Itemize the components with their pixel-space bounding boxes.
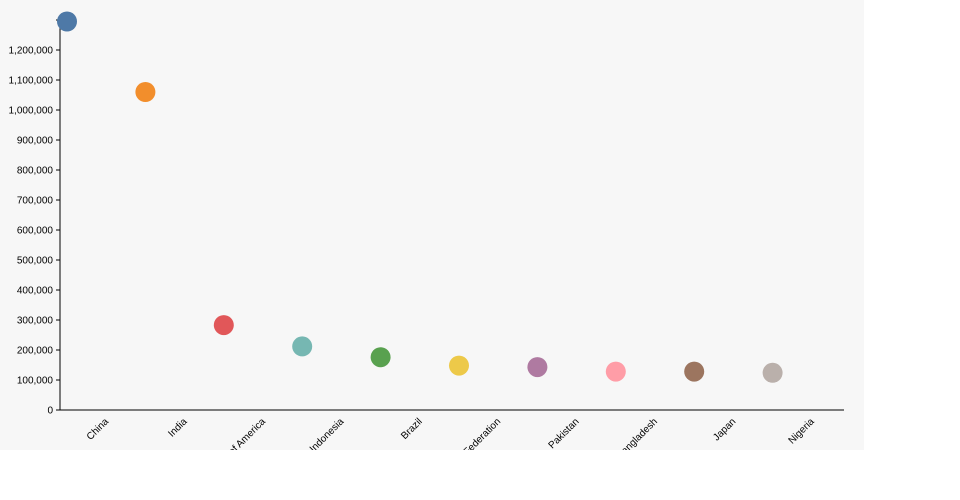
data-point[interactable] bbox=[370, 347, 391, 368]
data-point[interactable] bbox=[684, 361, 705, 382]
y-tick-label: 1,000,000 bbox=[9, 106, 54, 117]
x-tick-label: Japan bbox=[711, 416, 738, 443]
y-tick-label: 200,000 bbox=[17, 346, 54, 357]
y-tick-label: 900,000 bbox=[17, 136, 54, 147]
data-point[interactable] bbox=[57, 11, 77, 32]
y-tick-label: 800,000 bbox=[17, 166, 54, 177]
scatter-chart: 0 100,000 200,000 300,000 400,000 500,000 600,… bbox=[9, 11, 844, 450]
data-point[interactable] bbox=[135, 82, 156, 102]
x-tick-label: United States of America bbox=[182, 416, 268, 450]
data-point[interactable] bbox=[605, 361, 626, 382]
y-tick-label: 500,000 bbox=[17, 256, 54, 267]
data-point[interactable] bbox=[527, 357, 548, 378]
x-tick-label: Pakistan bbox=[547, 416, 582, 450]
y-axis: 0 100,000 200,000 300,000 400,000 500,000 600,… bbox=[9, 19, 61, 417]
x-tick-label: Brazil bbox=[399, 416, 424, 441]
data-point[interactable] bbox=[213, 315, 234, 336]
x-tick-label: India bbox=[166, 416, 189, 439]
x-axis: China IndiaUnited States of America Indone… bbox=[60, 409, 844, 450]
x-tick-label: Indonesia bbox=[308, 416, 347, 450]
x-tick-label: China bbox=[85, 416, 112, 443]
y-tick-label: 1,200,000 bbox=[9, 46, 54, 57]
y-tick-label: 300,000 bbox=[17, 316, 54, 327]
data-points bbox=[57, 11, 783, 383]
x-tick-label: Russian Federation bbox=[434, 416, 503, 450]
chart-panel: 0 100,000 200,000 300,000 400,000 500,000 600,… bbox=[8, 11, 844, 450]
data-point[interactable] bbox=[449, 355, 469, 376]
data-point[interactable] bbox=[762, 362, 783, 383]
y-tick-label: 600,000 bbox=[17, 226, 54, 237]
y-tick-label: 700,000 bbox=[17, 196, 54, 207]
y-tick-label: 400,000 bbox=[17, 286, 54, 297]
x-tick-label: Nigeria bbox=[787, 416, 817, 446]
y-tick-label: 0 bbox=[47, 406, 53, 417]
y-tick-label: 1,100,000 bbox=[9, 76, 54, 87]
data-point[interactable] bbox=[292, 336, 313, 357]
x-tick-label: Bangladesh bbox=[615, 416, 660, 450]
y-tick-label: 100,000 bbox=[17, 376, 54, 387]
